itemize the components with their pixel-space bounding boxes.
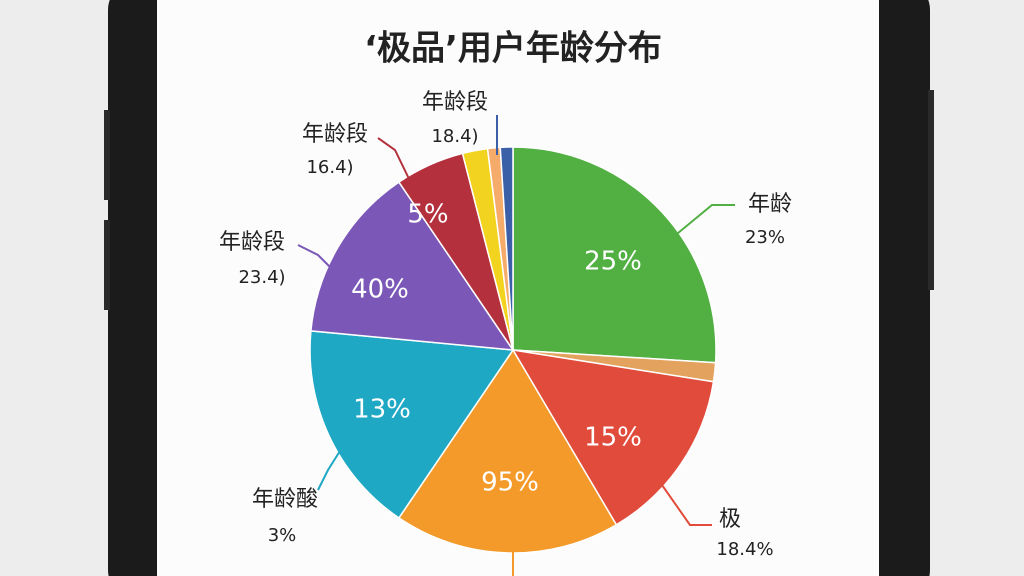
leader-dot	[407, 180, 417, 190]
annotation: 年龄段	[422, 90, 488, 115]
annotation: 18.4%	[716, 539, 773, 560]
annotation: 23%	[745, 227, 785, 248]
annotation: 13%	[353, 395, 411, 425]
annotation: 18.4)	[431, 126, 478, 147]
pie-slice	[499, 146, 514, 351]
annotation: 年龄	[748, 192, 792, 217]
leader-line	[654, 474, 712, 526]
pie-slice	[511, 349, 715, 526]
leader-dots	[330, 180, 677, 548]
leader-dot	[330, 267, 340, 277]
chart-title: ‘极品’用户年龄分布	[364, 29, 662, 69]
annotation: 23.4)	[238, 267, 285, 288]
annotation: 15%	[584, 423, 642, 453]
annotation: 95%	[481, 468, 539, 498]
annotation: 3%	[268, 525, 297, 546]
side-button	[104, 110, 110, 200]
leader-dot	[650, 470, 660, 480]
leader-dot	[340, 438, 350, 448]
pie-slice	[309, 330, 515, 519]
leader-dot	[667, 233, 677, 243]
side-button	[928, 90, 934, 290]
pie-slice	[512, 146, 717, 364]
pie	[309, 146, 717, 554]
annotation: 40%	[351, 275, 409, 305]
annotation: 年龄酸	[252, 487, 318, 512]
side-button	[104, 220, 110, 310]
pie-slice	[310, 181, 515, 351]
pie-slice	[397, 348, 618, 554]
leader-line	[671, 204, 735, 239]
annotation: 25%	[584, 247, 642, 277]
leader-line	[297, 244, 336, 273]
annotation: 年龄段	[219, 230, 285, 255]
labels: 25% 15% 95% 13% 40% 5% 年龄段 18.4) 年龄段 16.4) 年龄段 23.4…	[219, 90, 792, 560]
annotation: 极	[719, 507, 741, 532]
leader-line	[377, 137, 413, 186]
annotation: 16.4)	[306, 157, 353, 178]
annotation: 年龄段	[302, 122, 368, 147]
leader-line	[317, 442, 346, 491]
leader-dot	[508, 538, 518, 548]
annotation: 5%	[407, 200, 448, 230]
leader-lines	[297, 115, 735, 576]
